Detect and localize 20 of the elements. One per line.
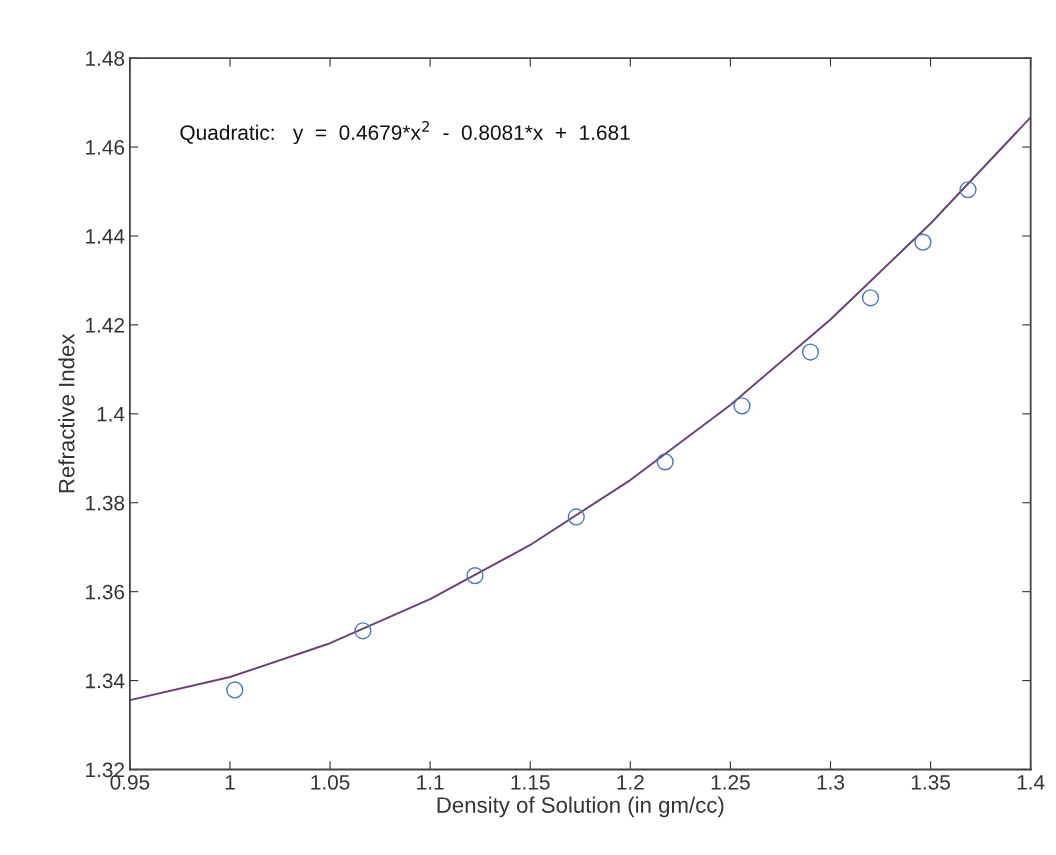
x-tick-label: 1.4 bbox=[1017, 775, 1045, 790]
y-tick-label: 1.46 bbox=[86, 140, 125, 155]
x-tick-label: 1.1 bbox=[417, 775, 444, 790]
y-tick-label: 1.48 bbox=[86, 51, 125, 66]
x-tick-label: 1.2 bbox=[617, 774, 644, 790]
x-tick-label: 1.05 bbox=[311, 774, 350, 790]
annotation: Quadratic: y = 0.4679*x$^{2}$ - 0.8081*x + 1.681 bbox=[180, 120, 630, 145]
x-tick-label: 1.15 bbox=[511, 775, 550, 790]
y-tick-label: 1.34 bbox=[86, 673, 125, 689]
y-tick-label: 1.4 bbox=[97, 407, 125, 422]
x-tick-label: 1.35 bbox=[911, 774, 950, 790]
x-tick-label: 1 bbox=[225, 775, 235, 790]
x-tick-label: 1.25 bbox=[711, 774, 750, 790]
x-tick-label: 1.3 bbox=[817, 774, 845, 790]
y-tick-label: 1.42 bbox=[86, 317, 124, 333]
x-axis-title: Density of Solution (in gm/cc) bbox=[437, 796, 724, 818]
y-axis-title: Refractive Index bbox=[58, 333, 75, 493]
y-tick-label: 1.36 bbox=[86, 584, 125, 600]
y-tick-label: 1.38 bbox=[86, 495, 125, 511]
y-tick-label: 1.44 bbox=[86, 229, 125, 244]
